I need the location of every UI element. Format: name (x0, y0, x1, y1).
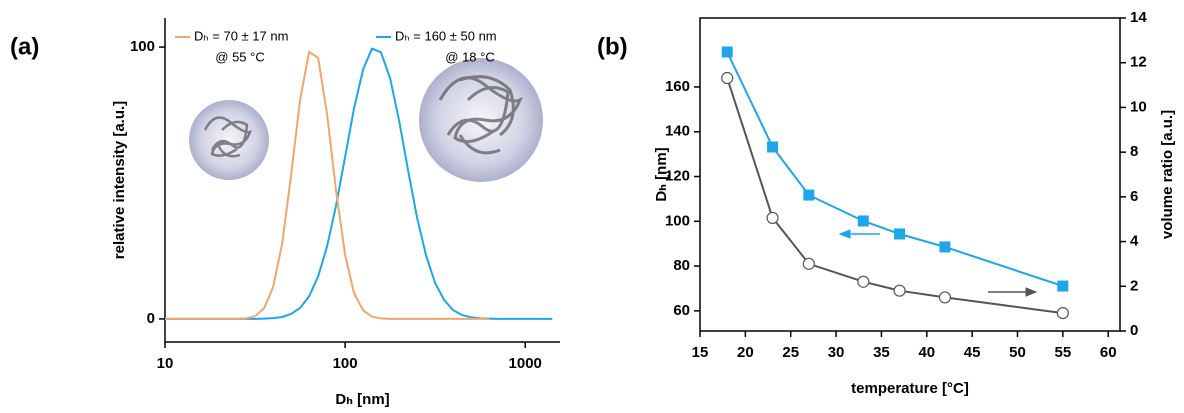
y2-tick-label: 10 (1130, 98, 1147, 115)
x-tick-label: 50 (1009, 344, 1026, 361)
x-tick-label: 45 (964, 344, 981, 361)
arrow-right (988, 287, 1038, 297)
x-tick-label: 60 (1100, 344, 1117, 361)
marker-square (803, 189, 815, 201)
x-tick-label: 40 (918, 344, 935, 361)
legend-note: @ 55 °C (215, 49, 264, 64)
x-tick-label: 30 (828, 344, 845, 361)
series-line (726, 51, 1064, 288)
x-tick-label: 25 (782, 344, 799, 361)
arrow-left (838, 229, 880, 239)
plot-frame (699, 17, 1121, 332)
x-tick-label: 100 (333, 355, 358, 372)
marker-circle (766, 211, 779, 225)
y-tick-label: 160 (665, 78, 690, 95)
y2-tick-label: 12 (1130, 54, 1147, 71)
series-line (165, 50, 490, 320)
marker-square (857, 215, 869, 227)
panel-label: (a) (10, 33, 39, 60)
legend-label: Dₕ = 160 ± 50 nm (395, 28, 497, 43)
marker-circle (857, 275, 870, 288)
y2-tick-label: 2 (1130, 277, 1138, 294)
panel-label: (b) (597, 33, 628, 60)
x-tick-label: 35 (873, 344, 890, 361)
marker-square (939, 241, 951, 253)
marker-square (894, 228, 906, 240)
x-tick-label: 55 (1055, 344, 1072, 361)
y2-axis-label: volume ratio [a.u.] (1159, 110, 1176, 239)
x-tick-label: 10 (157, 355, 174, 372)
y-tick-label: 100 (130, 38, 155, 55)
marker-circle (721, 71, 734, 85)
series-line (726, 77, 1064, 315)
y-tick-label: 60 (673, 302, 690, 319)
y-tick-label: 0 (147, 310, 155, 327)
y-axis-label: relative intensity [a.u.] (111, 101, 128, 259)
globule-small (189, 100, 269, 180)
marker-square (1057, 280, 1069, 292)
marker-square (721, 46, 733, 58)
x-tick-label: 15 (692, 344, 709, 361)
marker-square (767, 141, 779, 153)
y2-tick-label: 6 (1130, 188, 1138, 205)
marker-circle (938, 291, 952, 304)
x-tick-label: 20 (737, 344, 754, 361)
y-tick-label: 140 (665, 123, 690, 140)
y2-tick-label: 14 (1130, 9, 1147, 26)
legend-label: Dₕ = 70 ± 17 nm (194, 28, 288, 43)
globule-large (419, 58, 543, 182)
y2-tick-label: 0 (1130, 322, 1138, 339)
marker-circle (802, 257, 815, 270)
y-tick-label: 100 (665, 212, 690, 229)
marker-circle (1056, 306, 1069, 320)
x-axis-label: temperature [°C] (851, 380, 969, 397)
y2-tick-label: 8 (1130, 143, 1138, 160)
y-tick-label: 120 (665, 167, 690, 184)
y2-tick-label: 4 (1130, 233, 1139, 250)
y-axis-label: Dₕ [nm] (653, 147, 670, 201)
y-tick-label: 80 (673, 257, 690, 274)
x-tick-label: 1000 (509, 355, 542, 372)
legend-note: @ 18 °C (445, 49, 494, 64)
x-axis-label: Dₕ [nm] (335, 391, 389, 408)
marker-circle (893, 284, 906, 297)
